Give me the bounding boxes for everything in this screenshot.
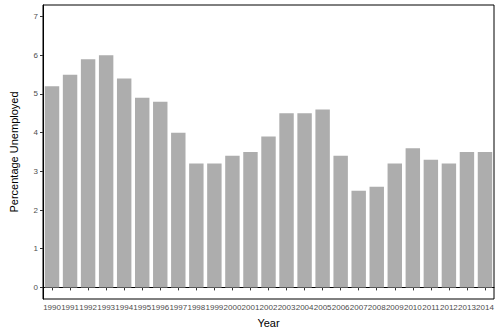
svg-text:1997: 1997: [169, 303, 187, 312]
svg-text:2014: 2014: [476, 303, 494, 312]
svg-text:2011: 2011: [422, 303, 440, 312]
svg-text:1998: 1998: [187, 303, 205, 312]
svg-text:Year: Year: [257, 317, 280, 329]
svg-text:2: 2: [34, 206, 39, 215]
svg-text:1995: 1995: [133, 303, 151, 312]
svg-text:2004: 2004: [296, 303, 314, 312]
svg-text:3: 3: [34, 167, 39, 176]
svg-text:1: 1: [34, 244, 39, 253]
svg-text:2006: 2006: [332, 303, 350, 312]
svg-text:4: 4: [34, 128, 39, 137]
svg-text:2012: 2012: [440, 303, 458, 312]
svg-text:2010: 2010: [404, 303, 422, 312]
svg-text:6: 6: [34, 51, 39, 60]
svg-text:2009: 2009: [386, 303, 404, 312]
svg-text:1996: 1996: [151, 303, 169, 312]
svg-text:1999: 1999: [205, 303, 223, 312]
svg-text:1994: 1994: [115, 303, 133, 312]
svg-text:2013: 2013: [458, 303, 476, 312]
svg-text:1993: 1993: [97, 303, 115, 312]
svg-text:2007: 2007: [350, 303, 368, 312]
svg-text:Percentage Unemployed: Percentage Unemployed: [8, 91, 20, 212]
svg-text:2005: 2005: [314, 303, 332, 312]
svg-text:2000: 2000: [224, 303, 242, 312]
svg-text:0: 0: [34, 283, 39, 292]
svg-text:1992: 1992: [79, 303, 97, 312]
svg-text:5: 5: [34, 89, 39, 98]
svg-text:2001: 2001: [242, 303, 260, 312]
svg-text:2003: 2003: [278, 303, 296, 312]
svg-text:7: 7: [34, 12, 39, 21]
svg-text:1991: 1991: [61, 303, 79, 312]
svg-text:2002: 2002: [260, 303, 278, 312]
svg-text:2008: 2008: [368, 303, 386, 312]
svg-text:1990: 1990: [43, 303, 61, 312]
